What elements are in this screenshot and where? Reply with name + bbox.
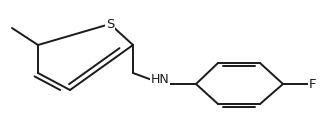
Text: HN: HN (150, 73, 169, 86)
Text: S: S (106, 17, 114, 30)
Text: F: F (309, 77, 317, 91)
